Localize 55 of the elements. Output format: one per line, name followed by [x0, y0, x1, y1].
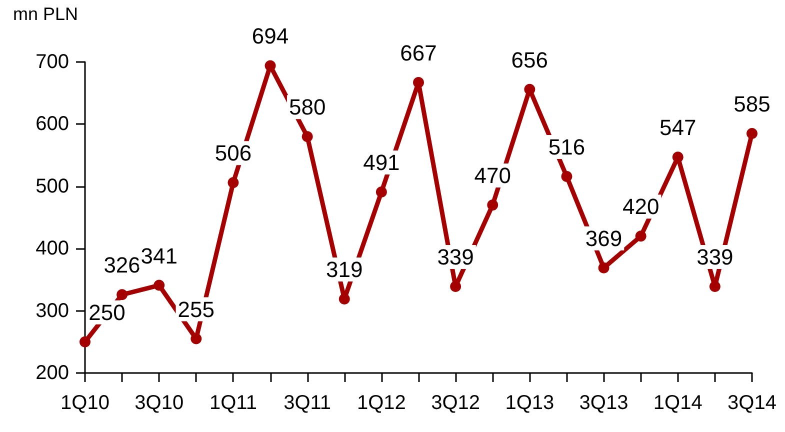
y-axis-title: mn PLN — [13, 4, 78, 24]
data-label: 420 — [622, 194, 660, 220]
point — [746, 128, 758, 140]
data-label: 470 — [474, 163, 511, 188]
point — [190, 333, 202, 344]
point — [302, 131, 313, 142]
data-label: 656 — [511, 47, 548, 72]
x-tick-label: 1Q14 — [653, 392, 702, 414]
x-tick-label: 1Q12 — [356, 392, 406, 414]
y-tick-label: 300 — [36, 300, 69, 322]
x-tick-label: 3Q11 — [284, 392, 332, 414]
point — [635, 230, 646, 242]
data-label: 319 — [326, 256, 363, 282]
data-label: 506 — [214, 140, 252, 166]
y-tick-label: 700 — [36, 51, 69, 73]
point — [487, 200, 498, 211]
y-tick-label: 400 — [36, 238, 69, 260]
point — [413, 77, 424, 88]
point — [709, 281, 720, 292]
x-tick-label: 3Q12 — [431, 392, 480, 414]
y-tick-label: 600 — [36, 113, 69, 136]
point — [228, 177, 239, 188]
x-tick-label: 3Q10 — [134, 392, 184, 414]
data-label: 326 — [104, 252, 140, 278]
data-label: 516 — [548, 134, 586, 160]
point — [598, 262, 610, 274]
data-label: 250 — [88, 300, 126, 325]
x-tick-label: 1Q13 — [505, 392, 554, 414]
data-label: 694 — [252, 24, 289, 49]
point — [524, 84, 536, 95]
data-label: 491 — [363, 150, 400, 175]
point — [561, 170, 572, 182]
y-tick-label: 500 — [36, 175, 69, 198]
data-label: 341 — [140, 243, 178, 268]
x-tick-label: 3Q14 — [728, 392, 776, 414]
data-label: 580 — [288, 94, 326, 120]
point — [264, 60, 276, 72]
data-label: 255 — [178, 296, 215, 322]
x-tick-label: 1Q10 — [60, 392, 110, 414]
point — [80, 336, 90, 348]
point — [154, 280, 165, 291]
x-tick-label: 1Q11 — [209, 392, 257, 414]
data-label: 339 — [696, 244, 734, 270]
data-label: 585 — [734, 92, 770, 117]
point — [672, 152, 684, 163]
point — [338, 293, 350, 304]
data-label: 369 — [585, 226, 622, 251]
data-label: 667 — [400, 40, 437, 66]
point — [450, 281, 462, 292]
x-tick-label: 3Q13 — [579, 392, 628, 414]
point — [376, 186, 387, 198]
point — [116, 289, 128, 300]
y-tick-label: 200 — [36, 362, 69, 384]
data-label: 547 — [660, 115, 696, 140]
data-label: 339 — [437, 244, 474, 270]
